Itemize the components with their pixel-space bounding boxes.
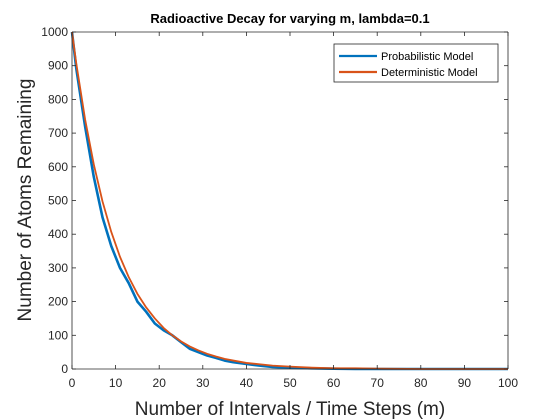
x-tick-label: 80 — [414, 376, 428, 390]
y-tick-label: 800 — [48, 92, 68, 106]
x-tick-label: 50 — [283, 376, 297, 390]
legend-box — [333, 43, 499, 83]
x-tick-label: 90 — [458, 376, 472, 390]
y-tick-label: 0 — [61, 362, 68, 376]
y-tick-label: 200 — [48, 295, 68, 309]
y-tick-label: 100 — [48, 328, 68, 342]
x-tick-label: 60 — [327, 376, 341, 390]
ticks-layer: 0 10 20 30 40 50 60 70 80 90 100010020030040050060… — [41, 25, 518, 390]
legend: Probabilistic Model Deterministic Model — [333, 43, 499, 83]
y-tick-label: 1000 — [41, 25, 68, 39]
x-tick-label: 30 — [196, 376, 210, 390]
chart-title: Radioactive Decay for varying m, lambda=… — [150, 11, 429, 26]
y-tick-label: 900 — [48, 59, 68, 73]
legend-label-deterministic: Deterministic Model — [381, 67, 478, 79]
y-tick-label: 500 — [48, 194, 68, 208]
y-tick-label: 300 — [48, 261, 68, 275]
plot-area — [72, 32, 508, 369]
x-tick-label: 100 — [498, 376, 518, 390]
x-axis-label: Number of Intervals / Time Steps (m) — [135, 399, 445, 420]
x-tick-label: 10 — [109, 376, 123, 390]
x-tick-label: 0 — [69, 376, 76, 390]
x-tick-label: 70 — [371, 376, 385, 390]
x-tick-label: 20 — [153, 376, 167, 390]
y-tick-label: 600 — [48, 160, 68, 174]
y-tick-label: 400 — [48, 227, 68, 241]
y-axis-label: Number of Atoms Remaining — [15, 79, 36, 322]
y-tick-label: 700 — [48, 126, 68, 140]
x-tick-label: 40 — [240, 376, 254, 390]
legend-label-probabilistic: Probabilistic Model — [381, 51, 473, 63]
